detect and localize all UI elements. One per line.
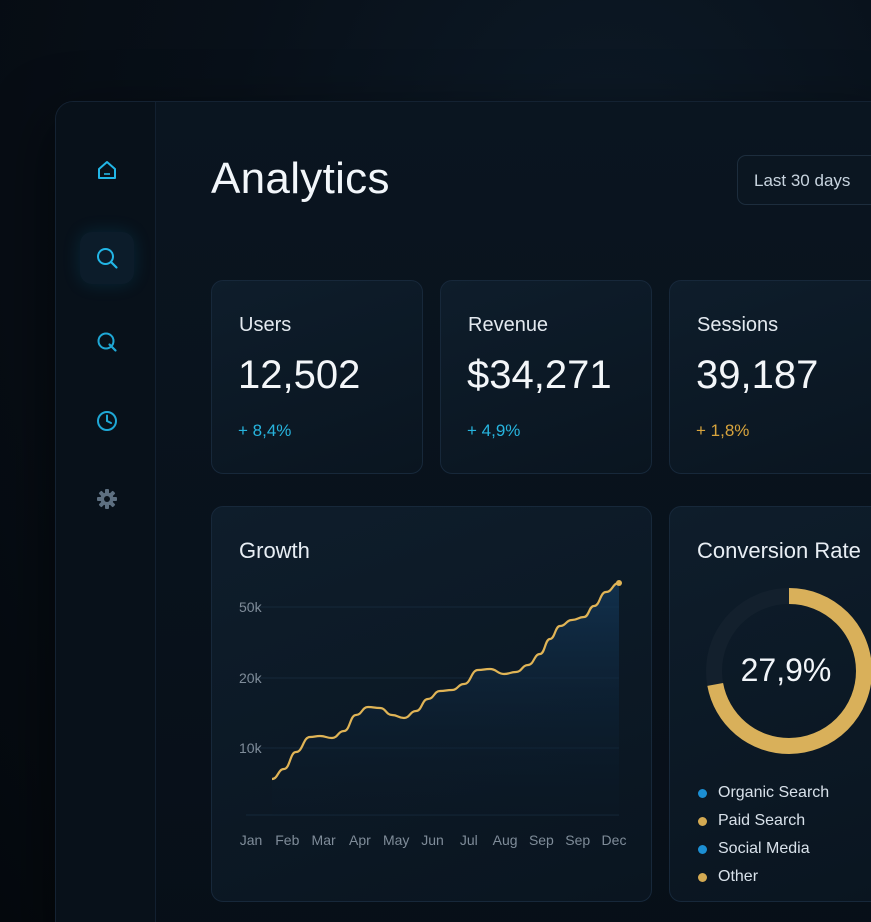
date-range-button[interactable]: Last 30 days [737, 155, 871, 205]
legend-label: Organic Search [718, 784, 830, 801]
x-tick-label: May [383, 832, 409, 848]
x-tick-label: Jun [421, 832, 444, 848]
gear-icon [97, 489, 117, 509]
legend-label: Paid Search [718, 812, 806, 829]
conversion-value: 27,9% [741, 652, 832, 688]
stat-card-sessions: Sessions 39,187 + 1,8% [669, 280, 871, 474]
sidebar-item-history[interactable] [80, 395, 134, 447]
x-tick-label: Sep [565, 832, 590, 848]
conversion-legend: Organic Search Paid Search Social Media … [698, 779, 829, 891]
growth-title: Growth [239, 538, 310, 563]
growth-end-point [616, 580, 622, 586]
legend-item: Social Media [698, 835, 829, 863]
x-tick-label: Aug [493, 832, 518, 848]
home-icon [98, 161, 116, 179]
stat-value: 12,502 [238, 353, 361, 397]
legend-item: Organic Search [698, 779, 829, 807]
x-tick-label: Feb [275, 832, 299, 848]
stat-card-revenue: Revenue $34,271 + 4,9% [440, 280, 652, 474]
legend-dot [698, 788, 707, 798]
y-tick-label: 50k [239, 599, 263, 615]
legend-dot [698, 844, 707, 854]
growth-area [272, 583, 619, 815]
growth-chart: 10k 20k 50k Jan Feb Mar Apr May Jun Jul Aug Sep Sep D… [239, 580, 627, 848]
legend-item: Paid Search [698, 807, 829, 835]
x-tick-label: Mar [312, 832, 336, 848]
x-tick-label: Apr [349, 832, 371, 848]
legend-dot [698, 872, 707, 882]
x-tick-label: Jan [240, 832, 263, 848]
stat-label: Revenue [468, 314, 549, 336]
stat-delta: + 1,8% [696, 421, 750, 440]
growth-line [271, 581, 620, 781]
page-title: Analytics [211, 154, 390, 203]
growth-card: Growth 10k 20k 50k Jan Feb Mar Apr May Jun Jul Aug… [211, 506, 652, 902]
stat-value: 39,187 [696, 353, 819, 397]
y-tick-label: 20k [239, 670, 263, 686]
stat-delta: + 8,4% [238, 421, 292, 440]
search-icon [97, 248, 118, 269]
conversion-title: Conversion Rate [697, 538, 861, 563]
x-tick-label: Jul [460, 832, 478, 848]
dashboard-panel: Analytics Last 30 days Users 12,502 + 8,… [55, 101, 871, 922]
conversion-card: Conversion Rate 27,9% Organic Search Pai… [669, 506, 871, 902]
sidebar-item-explore[interactable] [80, 316, 134, 368]
sidebar-item-search[interactable] [80, 232, 134, 284]
legend-label: Social Media [718, 840, 810, 857]
y-tick-label: 10k [239, 740, 263, 756]
conversion-donut: 27,9% [706, 588, 871, 754]
stat-value: $34,271 [467, 353, 612, 397]
stat-delta: + 4,9% [467, 421, 521, 440]
stat-label: Sessions [697, 314, 779, 336]
stat-card-users: Users 12,502 + 8,4% [211, 280, 423, 474]
legend-item: Other [698, 863, 829, 891]
explore-icon [97, 332, 117, 352]
sidebar-item-settings[interactable] [80, 473, 134, 525]
x-tick-label: Sep [529, 832, 554, 848]
sidebar [56, 102, 156, 922]
x-tick-label: Dec [602, 832, 627, 848]
legend-dot [698, 816, 707, 826]
donut-progress-arc [706, 588, 871, 754]
sidebar-item-home[interactable] [80, 144, 134, 196]
stat-label: Users [239, 314, 292, 336]
legend-label: Other [718, 868, 759, 885]
clock-icon [97, 411, 117, 431]
